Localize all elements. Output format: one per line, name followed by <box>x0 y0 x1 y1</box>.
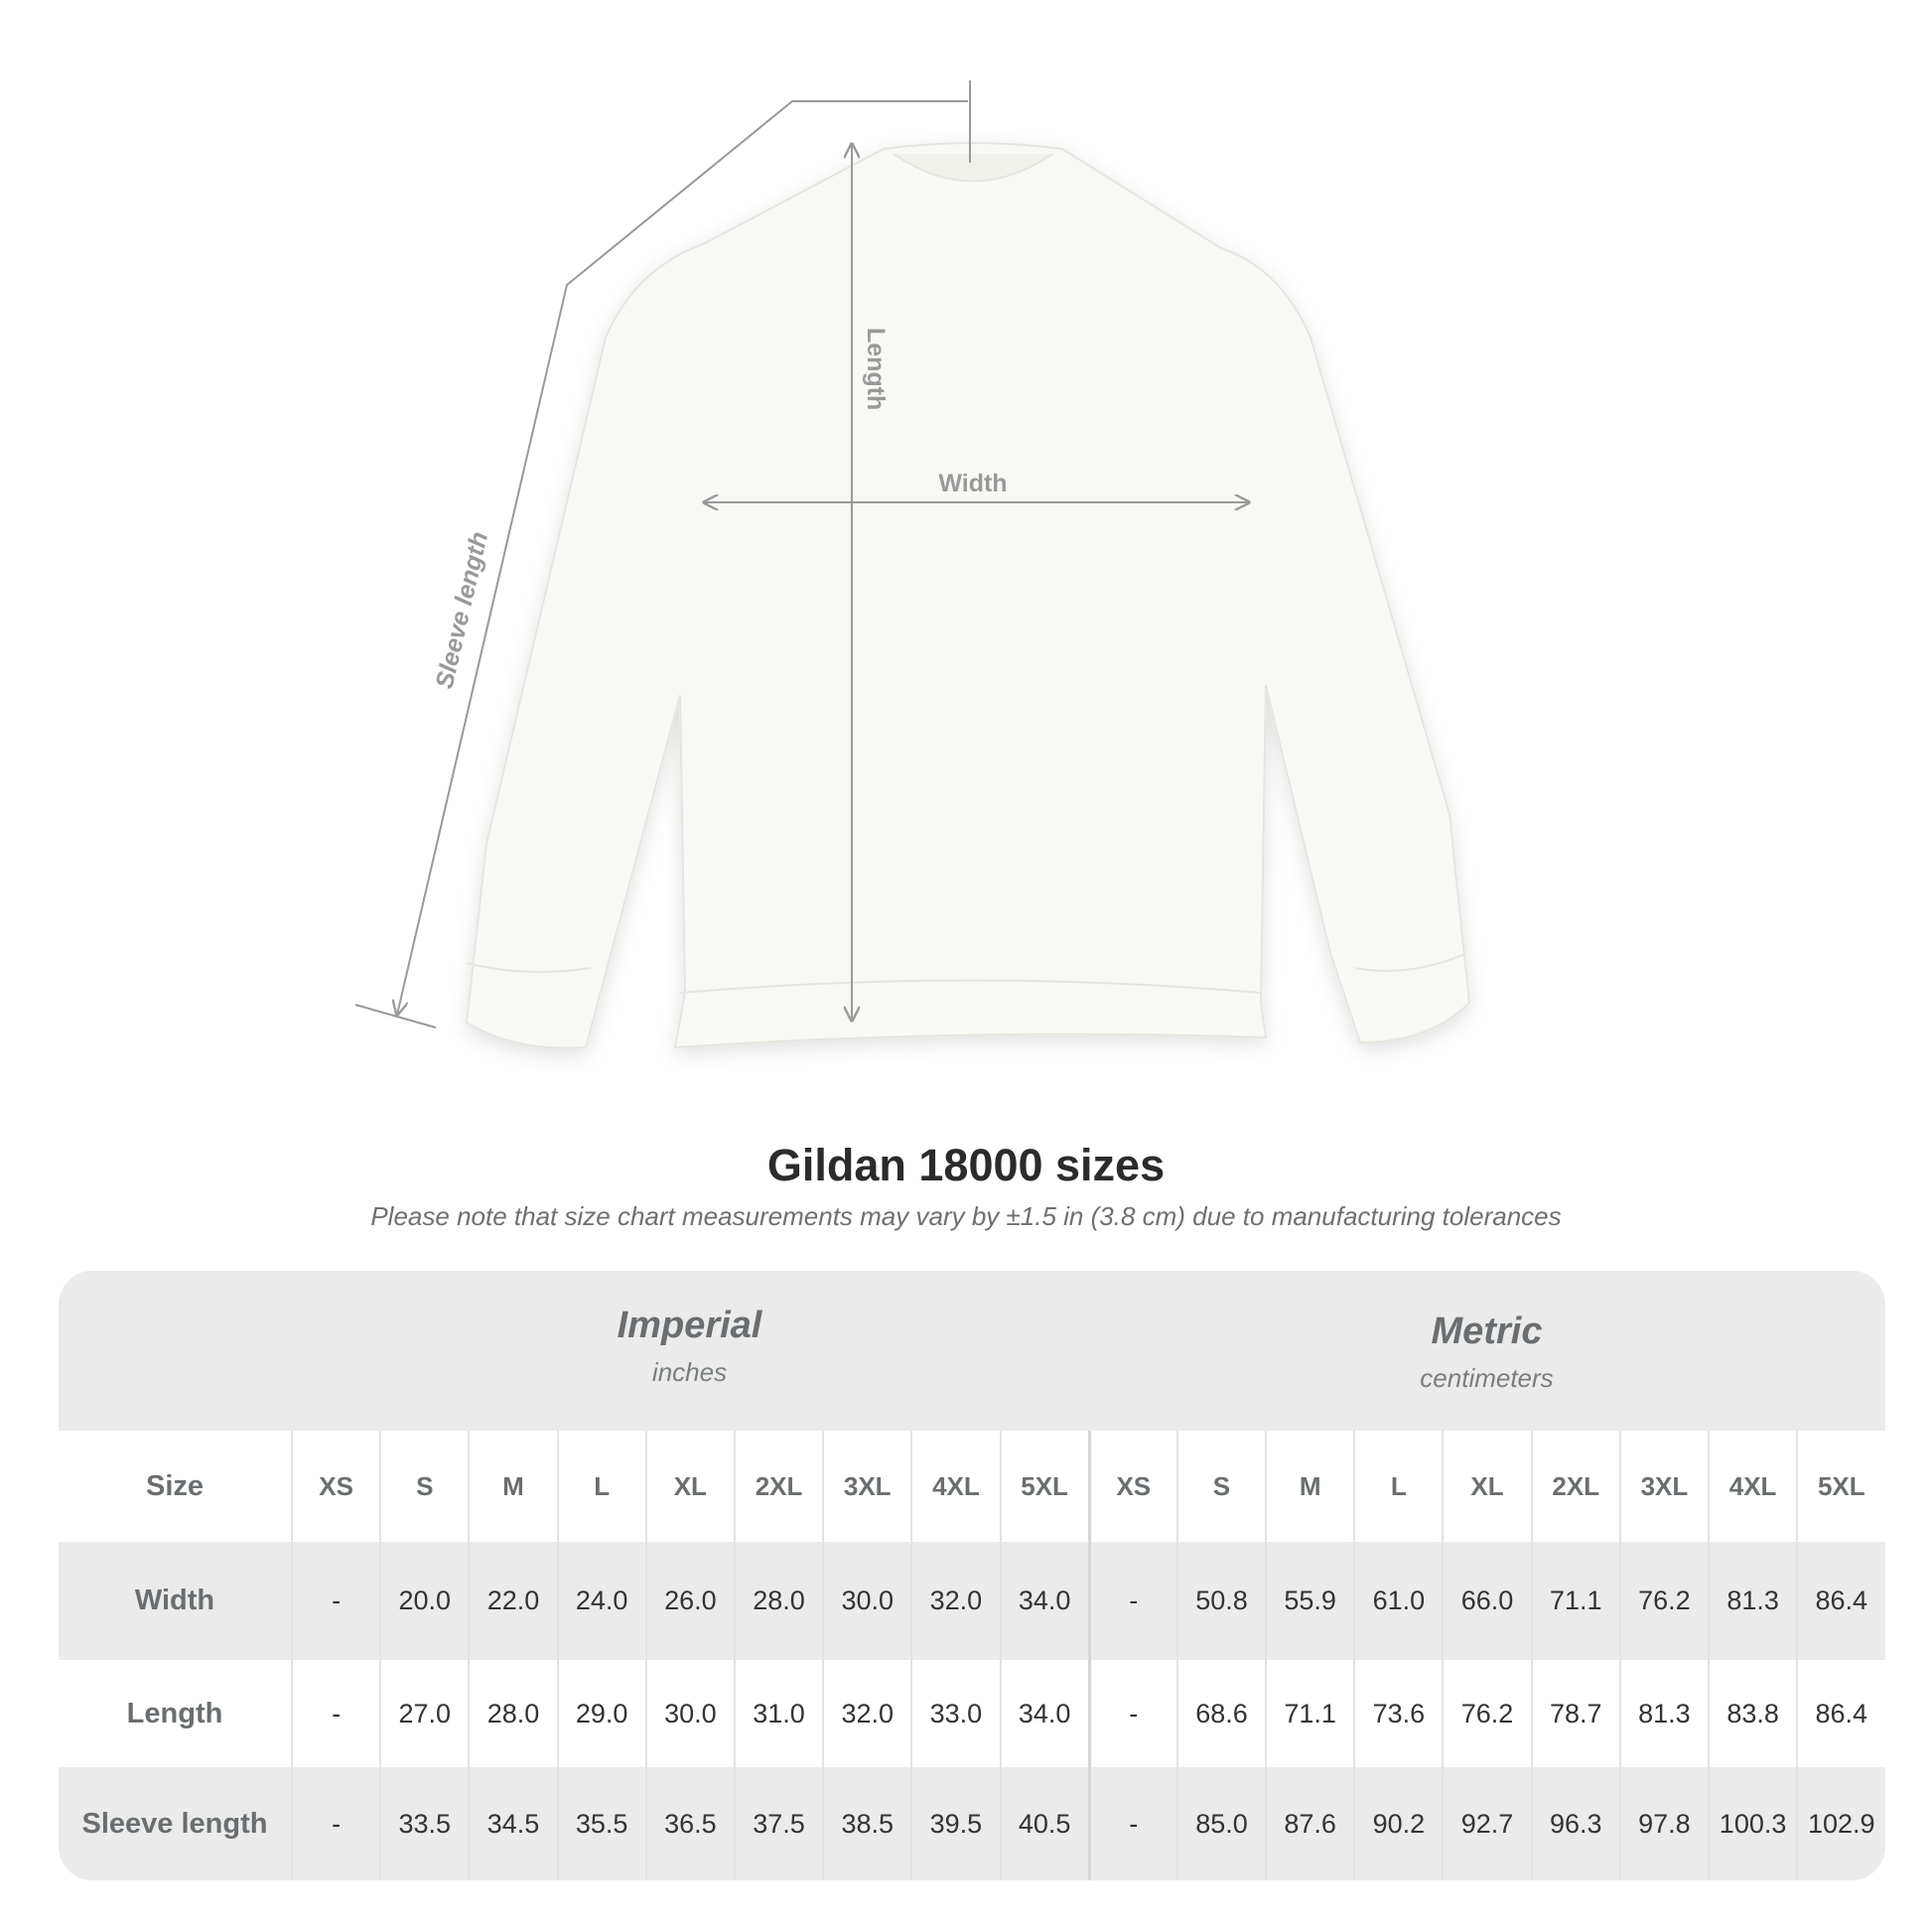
table-cell: 86.4 <box>1796 1542 1884 1660</box>
sleeve-length-label: Sleeve length <box>431 529 494 691</box>
table-cell: 22.0 <box>468 1542 556 1660</box>
row-label: Size <box>145 1469 205 1502</box>
size-header-cell: 3XL <box>1618 1431 1708 1542</box>
table-cell: 50.8 <box>1175 1542 1265 1660</box>
table-cell: 66.0 <box>1442 1542 1530 1660</box>
table-cell: 33.0 <box>910 1660 999 1767</box>
table-cell: 87.6 <box>1265 1767 1353 1880</box>
table-cell: - <box>291 1542 379 1660</box>
size-header-cell: 5XL <box>999 1431 1088 1542</box>
table-cell: 76.2 <box>1618 1542 1708 1660</box>
size-header-cell: XL <box>644 1431 734 1542</box>
size-header-cell: 4XL <box>910 1431 999 1542</box>
row-band <box>59 1767 1885 1880</box>
size-header-row: Size XS S M L XL 2XL 3XL 4XL 5XL XS S M L XL 2XL 3XL 4XL 5… <box>59 1431 1885 1542</box>
sleeve-length-line <box>397 100 968 1015</box>
table-cell: 37.5 <box>733 1767 822 1880</box>
width-label: Width <box>938 470 1007 497</box>
table-cell: 28.0 <box>468 1660 556 1767</box>
table-cell: - <box>1087 1660 1176 1767</box>
table-cell: 61.0 <box>1353 1542 1442 1660</box>
length-label: Length <box>862 328 890 410</box>
table-cell: 34.5 <box>468 1767 556 1880</box>
table-cell: 85.0 <box>1175 1767 1265 1880</box>
table-cell: 96.3 <box>1530 1767 1619 1880</box>
table-cell: 100.3 <box>1708 1767 1796 1880</box>
size-header-cell: L <box>556 1431 645 1542</box>
table-cell: 29.0 <box>556 1660 645 1767</box>
row-label: Width <box>134 1585 215 1616</box>
table-cell: 28.0 <box>733 1542 822 1660</box>
group-unit: centimeters <box>1420 1363 1554 1393</box>
size-header-cell: 4XL <box>1708 1431 1796 1542</box>
size-header-cell: S <box>1175 1431 1265 1542</box>
size-header-cell: S <box>379 1431 468 1542</box>
size-header-cell: L <box>1353 1431 1442 1542</box>
table-cell: 34.0 <box>999 1542 1088 1660</box>
size-table: Imperial inches Metric centimeters Size X… <box>59 1271 1885 1880</box>
size-header-cell: 3XL <box>822 1431 910 1542</box>
measurement-lines <box>354 80 1249 1029</box>
table-cell: 31.0 <box>733 1660 822 1767</box>
table-cell: 30.0 <box>644 1660 734 1767</box>
table-cell: 90.2 <box>1353 1767 1442 1880</box>
size-header-cell: XS <box>291 1431 379 1542</box>
group-name: Metric <box>1431 1311 1543 1352</box>
table-cell: 26.0 <box>644 1542 734 1660</box>
sweatshirt <box>465 142 1471 1049</box>
table-cell: 40.5 <box>999 1767 1088 1880</box>
table-cell: 39.5 <box>910 1767 999 1880</box>
table-cell: - <box>1087 1542 1176 1660</box>
row-label: Length <box>126 1697 223 1729</box>
table-cell: 68.6 <box>1175 1660 1265 1767</box>
table-cell: 20.0 <box>379 1542 468 1660</box>
imperial-group-header: Imperial inches <box>291 1271 1088 1431</box>
table-cell: 24.0 <box>556 1542 645 1660</box>
table-cell: 81.3 <box>1618 1660 1708 1767</box>
size-header-cell: XL <box>1442 1431 1530 1542</box>
size-header-cell: XS <box>1087 1431 1176 1542</box>
table-cell: 38.5 <box>822 1767 910 1880</box>
size-header-cell: 5XL <box>1796 1431 1884 1542</box>
table-row: Length -27.0 28.0 29.0 30.0 31.0 32.0 33.0 34.0-… <box>59 1660 1885 1767</box>
tolerance-note: Please note that size chart measurements… <box>370 1201 1562 1231</box>
size-header-cell: M <box>468 1431 556 1542</box>
table-cell: 33.5 <box>379 1767 468 1880</box>
group-name: Imperial <box>617 1305 762 1346</box>
table-cell: 35.5 <box>556 1767 645 1880</box>
table-cell: 86.4 <box>1796 1660 1884 1767</box>
table-cell: 71.1 <box>1265 1660 1353 1767</box>
table-cell: - <box>291 1660 379 1767</box>
table-cell: 81.3 <box>1708 1542 1796 1660</box>
size-header-cell: 2XL <box>733 1431 822 1542</box>
table-cell: - <box>1087 1767 1176 1880</box>
table-cell: 92.7 <box>1442 1767 1530 1880</box>
table-cell: 73.6 <box>1353 1660 1442 1767</box>
table-cell: 32.0 <box>910 1542 999 1660</box>
group-unit: inches <box>651 1357 728 1387</box>
table-row: Sleeve length -33.5 34.5 35.5 36.5 37.5 38.5 39… <box>59 1767 1885 1880</box>
table-cell: 55.9 <box>1265 1542 1353 1660</box>
table-cell: 71.1 <box>1530 1542 1619 1660</box>
size-header-cell: M <box>1265 1431 1353 1542</box>
table-cell: 27.0 <box>379 1660 468 1767</box>
sweatshirt-illustration: Length Width Sleeve length <box>354 80 1471 1049</box>
size-header-cell: 2XL <box>1530 1431 1619 1542</box>
table-cell: 97.8 <box>1618 1767 1708 1880</box>
row-label: Sleeve length <box>81 1807 268 1840</box>
table-cell: - <box>291 1767 379 1880</box>
page-title: Gildan 18000 sizes <box>766 1140 1166 1190</box>
table-cell: 76.2 <box>1442 1660 1530 1767</box>
table-row: Width -20.0 22.0 24.0 26.0 28.0 30.0 32.0 34.0-5… <box>59 1542 1885 1660</box>
metric-group-header: Metric centimeters <box>1088 1271 1885 1431</box>
row-band <box>59 1542 1885 1660</box>
table-cell: 78.7 <box>1530 1660 1619 1767</box>
header-band <box>59 1271 1885 1431</box>
table-cell: 32.0 <box>822 1660 910 1767</box>
table-cell: 83.8 <box>1708 1660 1796 1767</box>
table-cell: 36.5 <box>644 1767 734 1880</box>
table-cell: 30.0 <box>822 1542 910 1660</box>
table-cell: 34.0 <box>999 1660 1088 1767</box>
table-cell: 102.9 <box>1796 1767 1884 1880</box>
